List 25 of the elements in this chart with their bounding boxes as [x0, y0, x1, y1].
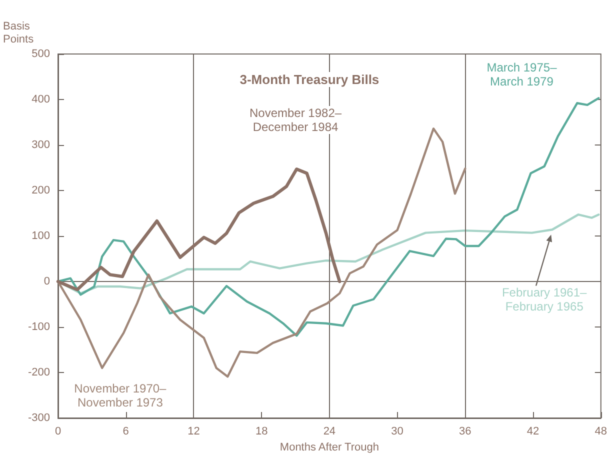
- y-tick-label: 500: [32, 48, 50, 60]
- y-tick-label: -200: [28, 366, 50, 378]
- y-tick-label: -300: [28, 412, 50, 424]
- y-axis-title: Basis Points: [3, 20, 34, 46]
- x-tick-label: 18: [255, 426, 268, 438]
- x-tick-label: 0: [54, 426, 62, 438]
- text: November 1970– November 1973: [74, 381, 167, 410]
- y-tick-label: 100: [32, 230, 50, 242]
- y-tick-label: -100: [28, 321, 50, 333]
- x-tick-label: 24: [323, 426, 336, 438]
- x-tick-label: 48: [594, 426, 608, 438]
- x-tick-label: 6: [122, 426, 129, 438]
- text: November 1982– December 1984: [249, 106, 342, 134]
- y-tick-label: 200: [32, 184, 50, 196]
- text: March 1975– March 1979: [486, 60, 558, 88]
- x-axis-title: Months After Trough: [280, 442, 379, 454]
- x-tick-label: 12: [188, 426, 200, 438]
- x-tick-label: 36: [459, 426, 472, 438]
- text: February 1961– February 1965: [502, 286, 588, 314]
- x-tick-label: 42: [526, 426, 540, 438]
- y-tick-label: 300: [32, 139, 50, 151]
- x-tick-label: 30: [391, 426, 404, 438]
- text: 3-Month Treasury Bills: [240, 72, 380, 87]
- y-tick-label: 400: [32, 94, 50, 106]
- y-tick-label: 0: [44, 276, 50, 288]
